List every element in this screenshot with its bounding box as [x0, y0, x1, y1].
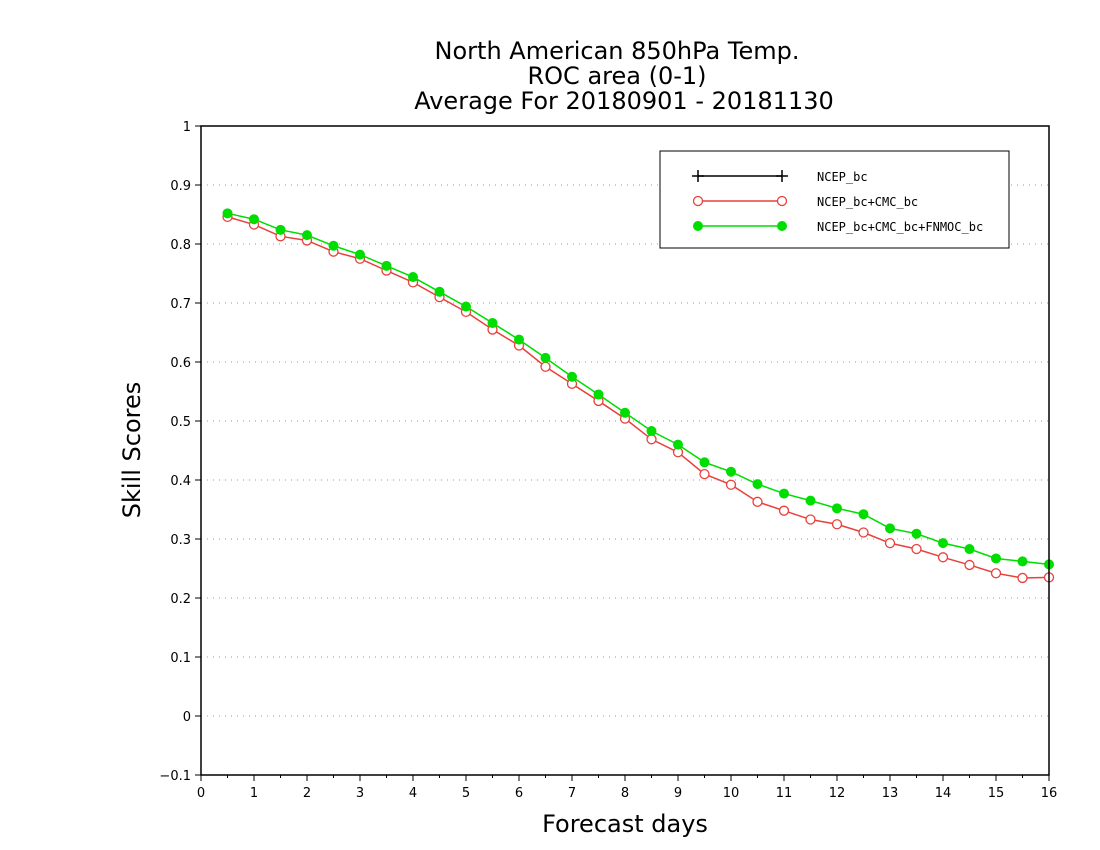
y-tick-label: 0.9	[170, 179, 191, 194]
data-point-1	[699, 468, 710, 480]
axis-ticks: −0.100.10.20.30.40.50.60.70.80.910 1 2 3 4 5 6…	[159, 120, 1057, 801]
data-point-1	[540, 361, 551, 372]
data-point-2	[779, 488, 789, 499]
data-point-1	[937, 552, 949, 563]
x-tick-label: 7	[568, 786, 576, 801]
data-point-2	[408, 272, 418, 283]
data-point-2	[858, 509, 869, 520]
data-point-2	[646, 426, 657, 437]
y-tick-label: 0.2	[170, 592, 191, 607]
y-tick-label: 0.1	[170, 651, 191, 666]
y-tick-label: −0.1	[159, 769, 191, 784]
data-point-1	[778, 505, 790, 516]
plot-area-frame	[200, 125, 1050, 776]
data-point-2	[593, 389, 604, 400]
x-tick-label: 8	[621, 786, 629, 801]
data-point-2	[938, 538, 948, 549]
y-tick-label: 0.6	[170, 356, 191, 371]
chart-title-line-3: Average For 20180901 - 20181130	[414, 87, 834, 115]
data-point-2	[911, 528, 922, 539]
legend-marker-2	[777, 221, 787, 231]
data-point-1	[725, 479, 737, 490]
data-point-2	[752, 479, 763, 490]
data-point-2	[514, 334, 524, 345]
data-point-1	[752, 496, 763, 507]
data-point-2	[832, 503, 842, 514]
legend-label-1: NCEP_bc+CMC_bc	[817, 195, 918, 209]
legend-box	[659, 150, 1010, 249]
series-line-2	[227, 212, 1050, 566]
x-tick-label: 1	[250, 786, 258, 801]
y-axis-label: Skill Scores	[118, 382, 146, 519]
x-tick-label: 14	[935, 786, 952, 801]
data-point-2	[302, 230, 312, 241]
data-point-2	[461, 301, 471, 312]
data-point-2	[355, 249, 365, 260]
legend-marker-0	[692, 170, 704, 182]
legend-label-0: NCEP_bc	[817, 170, 868, 184]
y-tick-label: 0	[183, 710, 191, 725]
data-point-2	[726, 466, 736, 477]
legend-marker-1	[692, 195, 704, 207]
data-point-2	[249, 214, 259, 225]
y-tick-label: 0.7	[170, 297, 191, 312]
data-point-2	[885, 523, 895, 534]
data-point-2	[991, 553, 1001, 564]
data-point-1	[858, 527, 869, 538]
data-point-1	[990, 568, 1002, 579]
legend-label-2: NCEP_bc+CMC_bc+FNMOC_bc	[817, 220, 983, 234]
data-point-2	[222, 208, 233, 219]
y-tick-label: 0.8	[170, 238, 191, 253]
x-tick-label: 0	[197, 786, 205, 801]
data-point-1	[911, 543, 922, 555]
x-tick-label: 3	[356, 786, 364, 801]
data-point-2	[620, 407, 630, 418]
legend: NCEP_bc NCEP_bc+CMC_bc NCEP_bc+CMC_bc+FNMO…	[659, 150, 1010, 249]
data-point-2	[487, 318, 498, 329]
legend-marker-1	[776, 195, 788, 207]
chart-title-line-2: ROC area (0-1)	[527, 62, 706, 90]
x-tick-label: 5	[462, 786, 470, 801]
x-tick-label: 6	[515, 786, 523, 801]
data-point-2	[540, 352, 551, 363]
data-point-2	[275, 224, 286, 235]
data-point-1	[805, 514, 816, 525]
x-axis-label: Forecast days	[542, 810, 708, 838]
y-tick-label: 0.3	[170, 533, 191, 548]
x-tick-label: 4	[409, 786, 417, 801]
data-point-1	[831, 519, 843, 530]
legend-marker-0	[776, 170, 788, 182]
data-point-2	[381, 260, 392, 271]
data-point-2	[673, 439, 683, 450]
data-point-2	[567, 371, 577, 382]
x-tick-label: 16	[1041, 786, 1058, 801]
series-layer	[222, 208, 1055, 584]
data-point-1	[964, 559, 975, 571]
data-point-2	[328, 240, 339, 251]
x-tick-label: 13	[882, 786, 899, 801]
data-point-2	[434, 286, 445, 297]
data-point-2	[964, 544, 975, 555]
x-tick-label: 12	[829, 786, 846, 801]
data-point-2	[805, 495, 816, 506]
gridlines	[201, 184, 1049, 717]
x-tick-label: 2	[303, 786, 311, 801]
x-tick-label: 11	[776, 786, 793, 801]
data-point-2	[1017, 556, 1028, 567]
y-tick-label: 0.5	[170, 415, 191, 430]
x-tick-label: 15	[988, 786, 1005, 801]
y-tick-label: 0.4	[170, 474, 191, 489]
x-tick-label: 9	[674, 786, 682, 801]
chart-title-line-1: North American 850hPa Temp.	[435, 37, 800, 65]
data-point-2	[699, 457, 710, 468]
y-tick-label: 1	[183, 120, 191, 135]
series-line-1	[227, 216, 1050, 579]
data-point-1	[1017, 572, 1028, 584]
data-point-1	[646, 434, 657, 445]
legend-marker-2	[693, 221, 703, 231]
data-point-1	[884, 537, 896, 549]
x-tick-label: 10	[723, 786, 740, 801]
